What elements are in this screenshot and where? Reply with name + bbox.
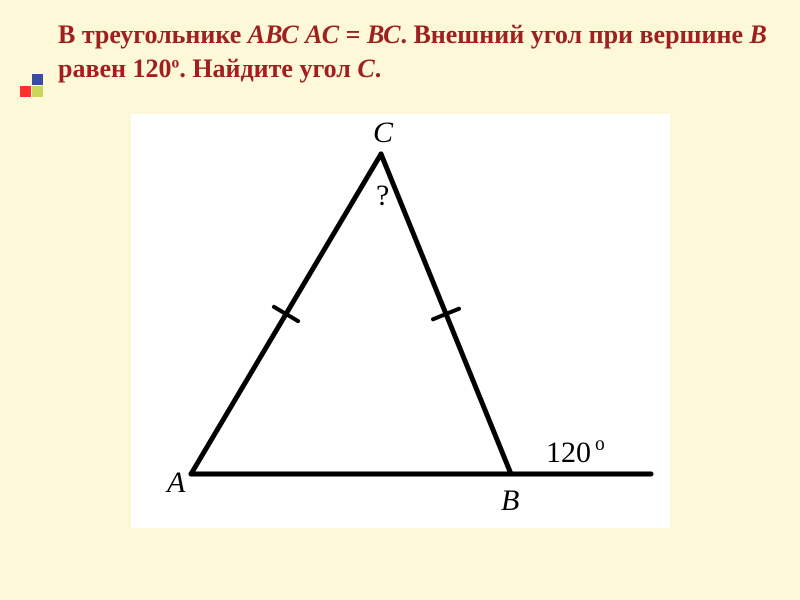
degree-symbol: о: [595, 434, 605, 455]
accent-squares: [20, 74, 60, 119]
heading-bc: ВС: [367, 20, 400, 49]
heading-c: С: [357, 54, 374, 83]
triangle-figure: C ? A B 120о: [131, 114, 670, 528]
heading-b: В: [750, 20, 767, 49]
angle-question: ?: [376, 179, 389, 213]
heading-abc: АВС: [248, 20, 299, 49]
vertex-label-c: C: [373, 116, 393, 150]
heading-text-1: В треугольнике: [58, 20, 248, 49]
heading-ac: АС: [305, 20, 339, 49]
problem-heading: В треугольнике АВС АС = ВС. Внешний угол…: [58, 18, 770, 86]
vertex-label-a: A: [167, 466, 185, 500]
vertex-label-b: B: [501, 484, 519, 518]
exterior-angle-label: 120о: [546, 436, 601, 470]
heading-text-2: . Внешний угол при вершине: [400, 20, 749, 49]
